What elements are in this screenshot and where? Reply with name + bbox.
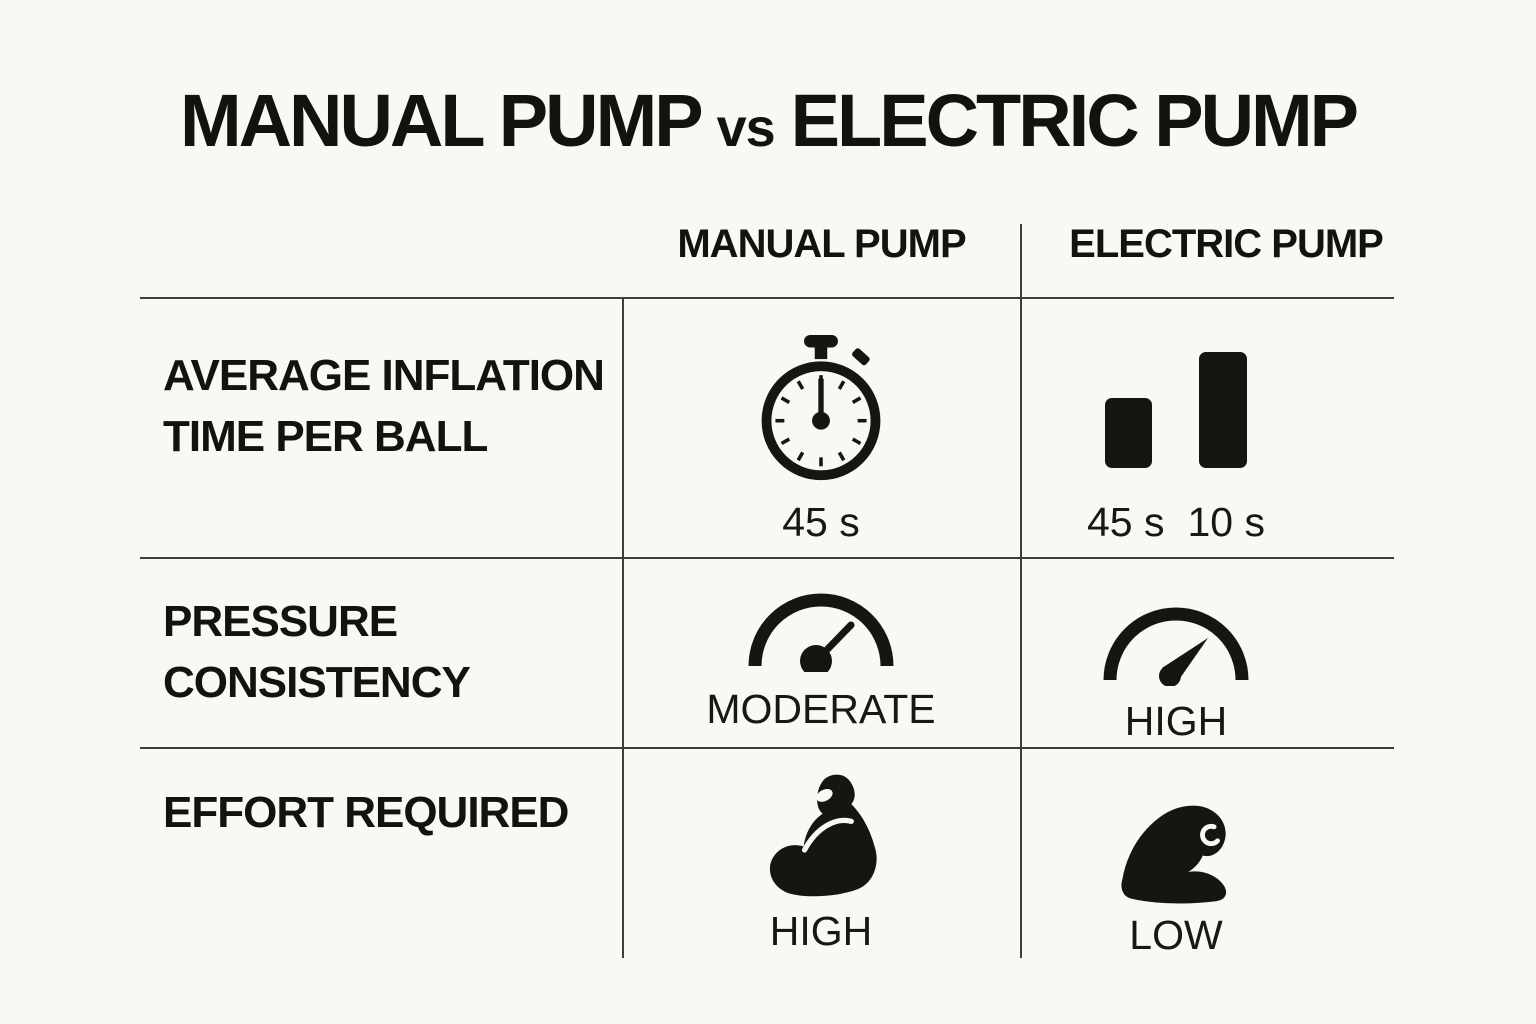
value-electric-effort: LOW: [1129, 912, 1223, 958]
row-label-pressure-consistency: PRESSURE CONSISTENCY: [163, 597, 471, 707]
title-separator: vs: [716, 98, 776, 158]
cell-manual-inflation-time: [623, 328, 1019, 492]
cell-electric-inflation-time: [1020, 348, 1396, 470]
page-title: MANUAL PUMP vs ELECTRIC PUMP: [0, 78, 1536, 163]
rule-horizontal-3: [140, 747, 1394, 749]
value-manual-pressure: MODERATE: [706, 686, 936, 732]
cell-manual-pressure: [623, 584, 1019, 672]
row-label-inflation-time: AVERAGE INFLATION TIME PER BALL: [163, 351, 605, 461]
cell-manual-effort: [623, 772, 1019, 902]
rule-vertical-left: [622, 297, 624, 958]
stopwatch-icon: [761, 334, 881, 481]
gauge-icon: [1103, 607, 1249, 686]
title-right: ELECTRIC PUMP: [790, 79, 1359, 162]
value-electric-pressure: HIGH: [1124, 698, 1228, 744]
row-label-effort-required: EFFORT REQUIRED: [163, 788, 569, 837]
cell-electric-inflation-labels: 45 s 10 s: [1020, 499, 1396, 546]
value-manual-effort: HIGH: [769, 908, 873, 954]
relaxed-bicep-icon: [1121, 805, 1227, 904]
column-header-manual: MANUAL PUMP: [677, 222, 966, 266]
bar-label-10s: 10 s: [1187, 499, 1266, 545]
rule-horizontal-1: [140, 297, 1394, 299]
column-header-electric: ELECTRIC PUMP: [1069, 222, 1384, 266]
bar-45s: [1105, 398, 1152, 468]
bar-label-45s: 45 s: [1087, 499, 1165, 545]
cell-electric-effort: [1020, 800, 1396, 904]
rule-vertical-middle: [1020, 224, 1022, 958]
gauge-icon: [748, 593, 894, 672]
bar-chart-icon: [1105, 352, 1247, 468]
title-left: MANUAL PUMP: [179, 79, 704, 162]
flexed-bicep-icon: [769, 774, 877, 897]
rule-horizontal-2: [140, 557, 1394, 559]
cell-electric-pressure: [1020, 598, 1396, 686]
bar-10s: [1199, 352, 1247, 468]
value-manual-inflation-time: 45 s: [782, 499, 860, 545]
